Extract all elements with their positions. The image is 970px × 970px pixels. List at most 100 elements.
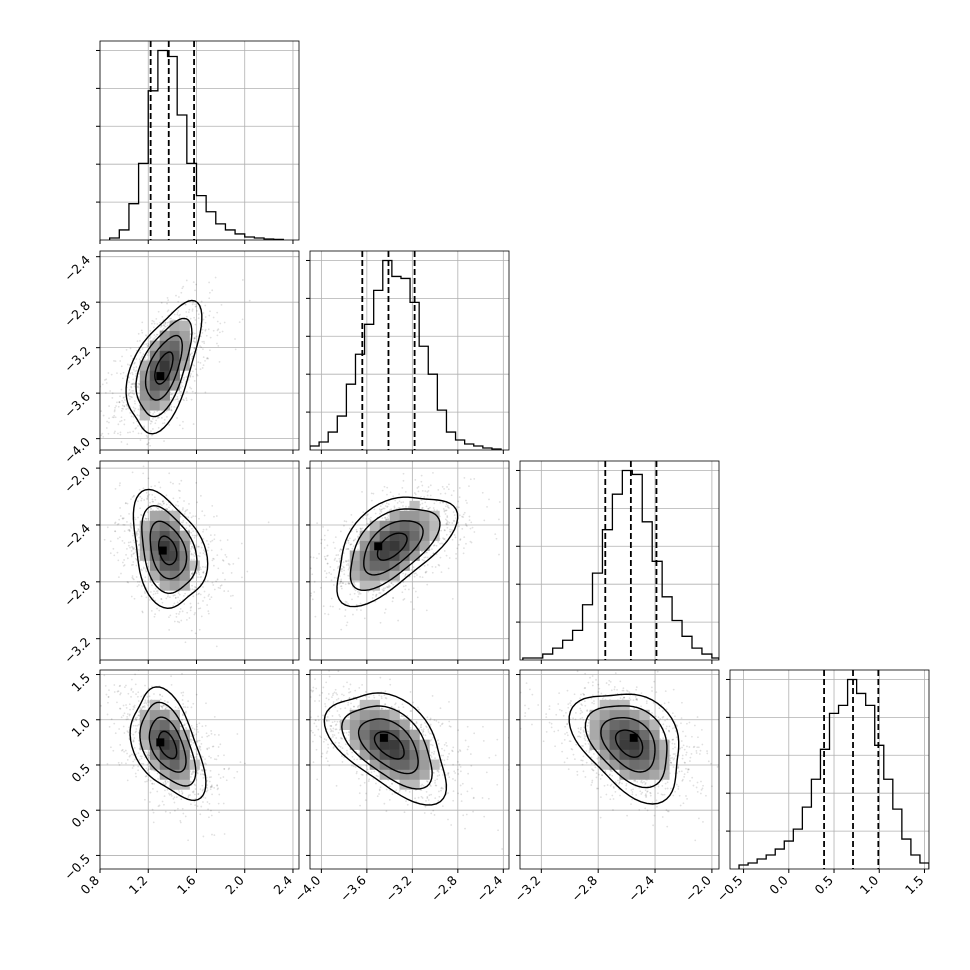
sample-point xyxy=(197,571,200,574)
sample-point xyxy=(191,584,193,587)
sample-point xyxy=(132,691,134,693)
sample-point xyxy=(413,572,416,575)
sample-point xyxy=(120,419,123,422)
sample-point xyxy=(190,740,193,743)
sample-point xyxy=(130,355,132,357)
sample-point xyxy=(137,500,139,503)
sample-point xyxy=(418,568,421,570)
sample-point xyxy=(210,814,213,817)
sample-point xyxy=(133,597,136,600)
sample-point xyxy=(396,502,399,504)
panel-frame xyxy=(309,250,510,451)
sample-point xyxy=(156,607,158,610)
sample-point xyxy=(202,528,205,531)
histogram-line xyxy=(108,49,284,240)
sample-point xyxy=(122,523,125,526)
sample-point xyxy=(367,590,370,593)
sample-point xyxy=(216,329,219,332)
sample-point xyxy=(380,508,383,511)
density-cell xyxy=(379,550,390,561)
sample-point xyxy=(214,276,217,279)
sample-point xyxy=(116,551,119,554)
sample-point xyxy=(264,561,266,563)
pair-panel-2-3 xyxy=(226,460,510,664)
sample-point xyxy=(118,763,121,766)
sample-point xyxy=(177,300,180,303)
sample-point xyxy=(375,595,377,598)
sample-point xyxy=(440,571,443,574)
sample-point xyxy=(366,514,369,517)
sample-point xyxy=(128,453,130,455)
sample-point xyxy=(434,566,437,568)
sample-point xyxy=(154,422,157,425)
sample-point xyxy=(132,495,135,498)
sample-point xyxy=(130,498,132,501)
density-cell xyxy=(169,560,180,571)
sample-point xyxy=(305,578,307,580)
sample-point xyxy=(193,348,196,350)
sample-point xyxy=(414,493,417,496)
sample-point xyxy=(445,519,448,522)
sample-point xyxy=(362,516,364,519)
sample-point xyxy=(189,542,192,545)
panel-frame xyxy=(519,460,720,661)
density-cell xyxy=(159,580,170,591)
sample-point xyxy=(132,389,135,392)
sample-point xyxy=(184,303,187,306)
sample-point xyxy=(221,559,224,561)
sample-point xyxy=(192,423,195,425)
sample-point xyxy=(135,372,138,375)
sample-point xyxy=(172,482,174,485)
sample-point xyxy=(310,556,312,558)
sample-point xyxy=(162,324,165,327)
sample-point xyxy=(192,530,195,533)
sample-point xyxy=(185,315,188,318)
sample-point xyxy=(446,520,449,523)
sample-point xyxy=(439,492,442,495)
sample-point xyxy=(165,782,167,785)
sample-point xyxy=(443,537,446,540)
sample-point xyxy=(421,507,423,510)
sample-point xyxy=(311,598,314,601)
sample-point xyxy=(238,321,241,324)
sample-point xyxy=(161,422,164,425)
sample-point xyxy=(365,518,368,520)
sample-point xyxy=(347,559,350,562)
sample-point xyxy=(118,518,121,521)
sample-point xyxy=(152,326,155,329)
sample-point xyxy=(161,501,164,503)
sample-point xyxy=(166,324,169,327)
density-cell xyxy=(399,560,410,571)
sample-point xyxy=(226,632,228,634)
sample-point xyxy=(120,572,122,575)
sample-point xyxy=(193,552,196,554)
sample-point xyxy=(350,543,353,546)
sample-point xyxy=(212,316,215,319)
sample-point xyxy=(137,765,140,768)
sample-point xyxy=(105,378,108,381)
sample-point xyxy=(404,588,407,591)
sample-point xyxy=(342,565,345,568)
sample-point xyxy=(221,330,224,333)
sample-point xyxy=(128,506,130,508)
sample-point xyxy=(168,793,171,796)
panel-frame xyxy=(309,460,510,661)
sample-point xyxy=(390,582,393,584)
sample-point xyxy=(160,598,163,600)
sample-point xyxy=(199,552,202,554)
sample-point xyxy=(213,834,216,837)
sample-point xyxy=(389,491,392,494)
sample-point xyxy=(133,400,136,403)
sample-point xyxy=(333,576,336,579)
sample-point xyxy=(203,514,206,517)
sample-point xyxy=(171,509,174,512)
sample-point xyxy=(189,375,192,377)
sample-point xyxy=(373,508,376,511)
sample-point xyxy=(426,564,429,566)
density-cell xyxy=(139,370,151,381)
sample-point xyxy=(122,565,125,567)
sample-point xyxy=(347,574,350,577)
sample-point xyxy=(307,555,309,557)
sample-point xyxy=(211,539,214,542)
sample-point xyxy=(381,503,384,505)
